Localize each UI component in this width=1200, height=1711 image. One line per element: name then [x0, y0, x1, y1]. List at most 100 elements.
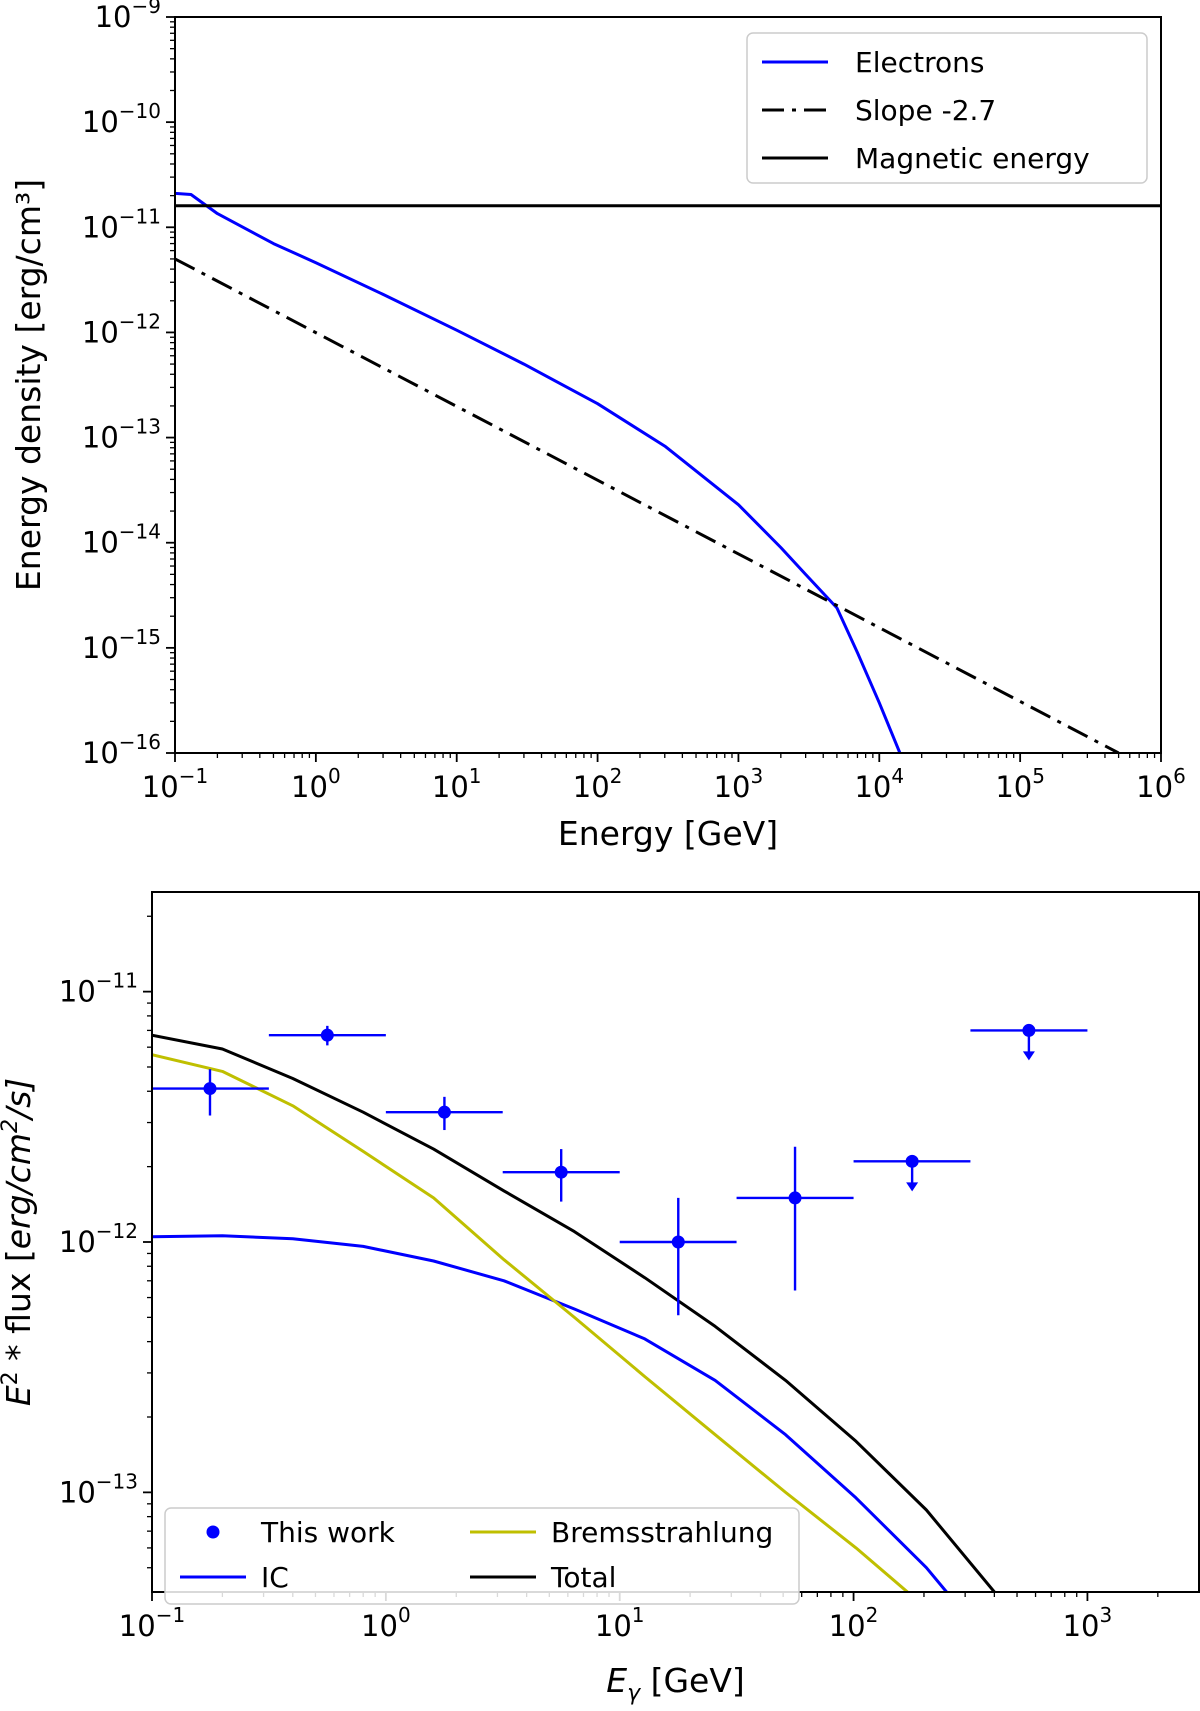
y-tick-base: 10: [59, 975, 96, 1009]
y-tick-label: 10−11: [59, 969, 138, 1009]
data-point: [905, 1154, 919, 1168]
y-tick-exponent: −16: [119, 730, 161, 754]
data-point-group: [619, 1197, 737, 1316]
x-tick-exponent: 1: [632, 1603, 645, 1627]
y-tick-label: 10−13: [59, 1469, 138, 1509]
y-tick-exponent: −9: [132, 0, 161, 18]
x-tick-base: 10: [714, 770, 751, 804]
y-tick-exponent: −15: [119, 625, 161, 649]
plot-frame: [174, 16, 1162, 754]
x-tick-exponent: 4: [891, 764, 904, 788]
y-tick-label: 10−10: [82, 99, 161, 139]
plot-area: [175, 191, 1161, 753]
x-tick-base: 10: [573, 770, 610, 804]
x-tick-label: 100: [291, 764, 341, 804]
x-tick-label: 103: [714, 764, 764, 804]
legend-label: This work: [260, 1516, 396, 1549]
y-axis-unit: erg/cm: [0, 1133, 38, 1249]
data-point: [437, 1105, 451, 1119]
series-bremsstrahlung: [152, 1053, 909, 1592]
y-tick-base: 10: [82, 210, 119, 244]
x-tick-base: 10: [1136, 770, 1173, 804]
legend-label: Electrons: [855, 46, 984, 79]
data-point-group: [385, 1096, 503, 1131]
y-tick-base: 10: [82, 105, 119, 139]
y-tick-base: 10: [82, 631, 119, 665]
x-tick-exponent: 5: [1032, 764, 1045, 788]
y-tick-exponent: −12: [119, 309, 161, 333]
x-tick-label: 104: [854, 764, 904, 804]
y-tick-base: 10: [59, 1475, 96, 1509]
y-axis-text: /s]: [0, 1078, 38, 1122]
data-point: [788, 1191, 802, 1205]
data-point-group: [853, 1154, 971, 1192]
legend-label: Slope -2.7: [855, 94, 996, 127]
data-point-group: [502, 1149, 620, 1202]
legend-label: IC: [261, 1561, 289, 1594]
data-point-group: [152, 1069, 269, 1116]
x-tick-label: 102: [573, 764, 623, 804]
y-axis-label: E2 * flux [erg/cm2/s]: [0, 1078, 38, 1406]
y-tick-label: 10−9: [95, 0, 161, 34]
x-tick-exponent: −1: [179, 764, 208, 788]
data-point: [671, 1235, 685, 1249]
x-tick-base: 10: [142, 770, 179, 804]
y-tick-label: 10−12: [59, 1219, 138, 1259]
x-axis-subscript: γ: [627, 1681, 641, 1706]
x-axis-unit: [GeV]: [640, 1661, 745, 1700]
x-tick-exponent: −1: [156, 1603, 185, 1627]
x-tick-exponent: 2: [610, 764, 623, 788]
data-point: [554, 1165, 568, 1179]
legend-swatch: [206, 1525, 220, 1539]
y-tick-base: 10: [95, 0, 132, 34]
x-tick-label: 101: [432, 764, 482, 804]
x-tick-exponent: 3: [751, 764, 764, 788]
y-tick-base: 10: [82, 736, 119, 770]
x-tick-base: 10: [854, 770, 891, 804]
data-point: [1022, 1023, 1036, 1037]
legend-label: Bremsstrahlung: [551, 1516, 773, 1549]
y-tick-base: 10: [82, 526, 119, 560]
x-tick-base: 10: [291, 770, 328, 804]
legend: This work Bremsstrahlung IC Total: [164, 1507, 800, 1605]
x-tick-label: 100: [361, 1603, 411, 1643]
y-tick-exponent: −13: [96, 1469, 138, 1493]
x-tick-label: 103: [1063, 1603, 1113, 1643]
data-point-group: [736, 1146, 854, 1291]
data-point-group: [268, 1025, 386, 1046]
x-tick-exponent: 3: [1100, 1603, 1113, 1627]
y-tick-exponent: −11: [119, 204, 161, 228]
legend-box: [746, 32, 1148, 184]
legend: Electrons Slope -2.7 Magnetic energy: [746, 32, 1148, 184]
y-axis-symbol: E: [0, 1385, 38, 1406]
x-axis-label: Eγ [GeV]: [606, 1661, 745, 1706]
x-tick-base: 10: [361, 1609, 398, 1643]
legend-label: Magnetic energy: [855, 142, 1090, 175]
y-tick-exponent: −13: [119, 415, 161, 439]
data-point: [203, 1082, 217, 1096]
y-tick-base: 10: [82, 315, 119, 349]
x-tick-label: 102: [829, 1603, 879, 1643]
x-axis-symbol: E: [606, 1661, 627, 1700]
y-axis-superscript: 2: [0, 1119, 23, 1133]
x-tick-base: 10: [432, 770, 469, 804]
data-point: [320, 1028, 334, 1042]
upper-limit-arrow: [1022, 1051, 1035, 1061]
series-slope-2-7: [175, 257, 1120, 753]
x-tick-label: 106: [1136, 764, 1186, 804]
series-ic: [152, 1234, 948, 1592]
x-tick-exponent: 0: [398, 1603, 411, 1627]
x-tick-label: 10−1: [119, 1603, 185, 1643]
x-tick-exponent: 2: [866, 1603, 879, 1627]
y-tick-label: 10−15: [82, 625, 161, 665]
y-tick-exponent: −14: [119, 520, 161, 544]
y-axis-label: Energy density [erg/cm³]: [9, 179, 48, 591]
x-tick-exponent: 1: [469, 764, 482, 788]
series-electrons: [175, 191, 902, 753]
data-point-group: [970, 1023, 1088, 1061]
y-tick-label: 10−16: [82, 730, 161, 770]
y-tick-label: 10−14: [82, 520, 161, 560]
legend-box: [164, 1507, 800, 1605]
plot-area: [152, 1023, 1088, 1592]
